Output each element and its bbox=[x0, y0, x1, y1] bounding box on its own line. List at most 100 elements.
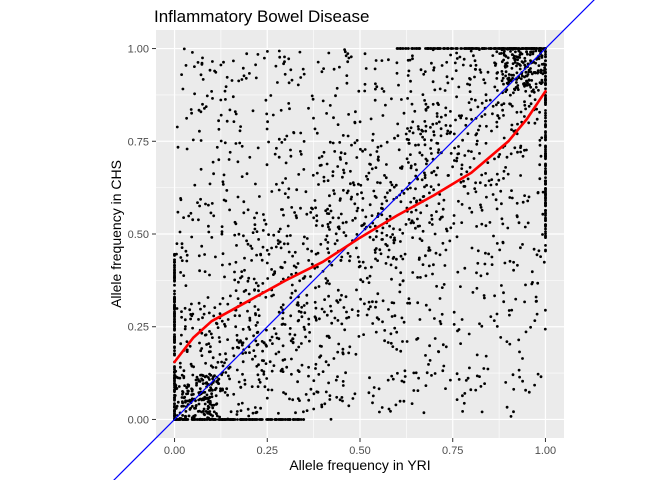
data-point bbox=[503, 49, 506, 53]
data-point bbox=[219, 113, 223, 117]
x-axis-ticks: 0.00 0.25 0.50 0.75 1.00 bbox=[164, 438, 556, 457]
data-point bbox=[514, 50, 517, 54]
data-point bbox=[535, 117, 539, 121]
data-point bbox=[444, 345, 448, 349]
data-point bbox=[179, 256, 183, 259]
data-point bbox=[536, 191, 540, 194]
data-point bbox=[495, 312, 499, 316]
data-point bbox=[341, 351, 345, 355]
data-point bbox=[473, 187, 477, 191]
data-point bbox=[376, 158, 380, 161]
data-point bbox=[323, 310, 326, 314]
data-point bbox=[457, 85, 461, 89]
data-point bbox=[361, 260, 365, 264]
data-point bbox=[423, 185, 426, 189]
data-point bbox=[394, 403, 398, 407]
data-point bbox=[342, 171, 346, 175]
data-point bbox=[418, 318, 422, 321]
data-point bbox=[372, 189, 376, 193]
data-point bbox=[180, 315, 184, 319]
data-point bbox=[210, 236, 214, 239]
data-point bbox=[311, 207, 314, 211]
data-point bbox=[539, 154, 543, 158]
data-point bbox=[232, 59, 235, 63]
data-point bbox=[173, 376, 176, 380]
data-point bbox=[356, 314, 360, 317]
data-point bbox=[268, 360, 272, 364]
data-point bbox=[239, 409, 243, 412]
data-point bbox=[211, 336, 214, 339]
data-point bbox=[312, 116, 315, 120]
data-point bbox=[447, 174, 450, 177]
data-point bbox=[399, 349, 403, 353]
data-point bbox=[256, 330, 260, 334]
data-point bbox=[358, 264, 362, 268]
data-point bbox=[328, 282, 331, 286]
data-point bbox=[277, 242, 280, 246]
data-point bbox=[484, 184, 487, 187]
data-point bbox=[529, 70, 533, 74]
data-point bbox=[235, 244, 238, 247]
data-point bbox=[303, 311, 307, 315]
data-point bbox=[488, 98, 492, 102]
data-point bbox=[280, 208, 283, 211]
data-point bbox=[323, 402, 327, 406]
data-point bbox=[428, 191, 431, 195]
data-point bbox=[314, 286, 317, 290]
data-point bbox=[396, 134, 400, 138]
data-point bbox=[189, 406, 193, 410]
data-point bbox=[527, 195, 531, 199]
data-point bbox=[355, 139, 359, 142]
data-point bbox=[490, 263, 494, 266]
data-point bbox=[365, 276, 369, 280]
data-point bbox=[544, 114, 547, 117]
data-point bbox=[260, 369, 264, 372]
data-point bbox=[288, 397, 291, 401]
data-point bbox=[517, 338, 521, 342]
data-point bbox=[460, 203, 464, 206]
data-point bbox=[457, 152, 461, 156]
data-point bbox=[328, 228, 331, 231]
data-point bbox=[187, 384, 190, 388]
data-point bbox=[318, 317, 321, 321]
data-point bbox=[185, 350, 189, 353]
data-point bbox=[507, 78, 511, 82]
data-point bbox=[383, 195, 387, 199]
data-point bbox=[189, 108, 193, 111]
data-point bbox=[544, 98, 547, 102]
data-point bbox=[237, 232, 241, 236]
data-point bbox=[257, 363, 260, 367]
data-point bbox=[173, 325, 176, 329]
data-point bbox=[218, 312, 222, 315]
data-point bbox=[484, 99, 488, 102]
data-point bbox=[368, 235, 372, 239]
data-point bbox=[183, 395, 187, 399]
data-point bbox=[495, 77, 499, 80]
data-point bbox=[173, 289, 176, 293]
data-point bbox=[197, 108, 201, 112]
data-point bbox=[410, 102, 414, 106]
data-point bbox=[374, 257, 377, 261]
data-point bbox=[277, 155, 281, 159]
data-point bbox=[283, 358, 287, 361]
data-point bbox=[422, 72, 426, 76]
data-point bbox=[277, 350, 281, 354]
data-point bbox=[267, 233, 270, 237]
data-point bbox=[441, 207, 445, 211]
data-point bbox=[220, 232, 224, 236]
data-point bbox=[501, 108, 504, 112]
data-point bbox=[272, 273, 275, 276]
data-point bbox=[301, 242, 305, 246]
data-point bbox=[342, 168, 345, 172]
data-point bbox=[486, 367, 490, 371]
data-point bbox=[314, 252, 318, 256]
data-point bbox=[216, 360, 220, 364]
data-point bbox=[305, 212, 309, 216]
data-point bbox=[480, 101, 484, 105]
data-point bbox=[245, 52, 249, 56]
data-point bbox=[394, 183, 398, 187]
data-point bbox=[258, 380, 262, 384]
data-point bbox=[374, 82, 377, 86]
data-point bbox=[266, 388, 270, 392]
